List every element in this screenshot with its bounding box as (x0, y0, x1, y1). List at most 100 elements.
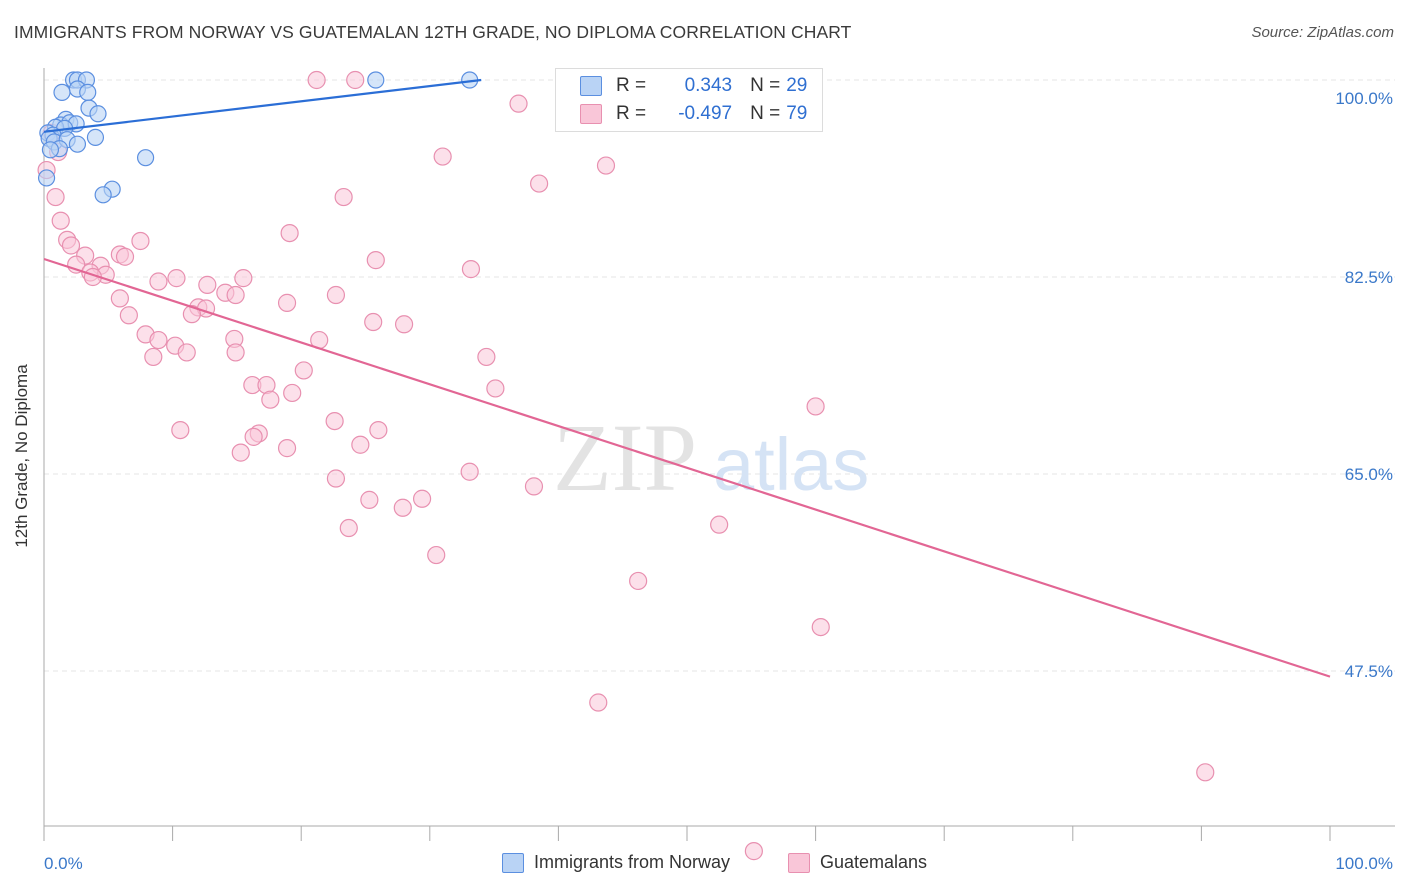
norway-point (41, 141, 60, 159)
guatemalans-point (427, 545, 446, 565)
guatemalans-point (629, 571, 648, 591)
legend-r-value: -0.497 (678, 103, 733, 124)
guatemalans-point (277, 439, 297, 458)
correlation-legend: R = 0.343 N = 29 R = -0.497 N = 79 (555, 68, 823, 132)
guatemalans-point (110, 289, 129, 308)
norway-point (68, 135, 87, 153)
legend-item-guatemalans[interactable]: Guatemalans (788, 852, 927, 873)
guatemalans-trend-line (43, 257, 1331, 678)
guatemalans-point (231, 443, 250, 462)
guatemalans-point (326, 285, 346, 305)
guatemalans-point (710, 515, 729, 534)
guatemalans-point (596, 156, 616, 175)
y-tick-label: 65.0% (1345, 465, 1393, 484)
norway-point (136, 149, 155, 167)
guatemalans-point (744, 842, 763, 861)
guatemalans-point (167, 269, 186, 288)
guatemalans-point (234, 269, 253, 288)
guatemalans-point (393, 498, 412, 517)
guatemalans-point (524, 477, 544, 496)
series-legend: Immigrants from Norway Guatemalans (0, 852, 1406, 878)
legend-swatch-guatemalans (788, 852, 810, 873)
guatemalans-point (433, 147, 452, 166)
norway-point (37, 169, 56, 187)
guatemalans-point (477, 347, 496, 367)
guatemalans-point (811, 617, 830, 637)
legend-r-label: R = (616, 75, 647, 96)
guatemalans-point (46, 187, 65, 207)
guatemalans-point (294, 361, 313, 380)
x-tick-label: 100.0% (1335, 854, 1393, 873)
guatemalans-point (334, 187, 353, 207)
norway-points (37, 71, 479, 204)
legend-item-norway[interactable]: Immigrants from Norway (502, 852, 730, 873)
trend-lines (43, 78, 1331, 678)
x-tick-label: 0.0% (44, 854, 83, 873)
chart-title: IMMIGRANTS FROM NORWAY VS GUATEMALAN 12T… (14, 22, 852, 42)
guatemalans-point (131, 231, 150, 251)
guatemalans-point (346, 70, 365, 90)
norway-point (86, 128, 105, 147)
norway-point (367, 71, 385, 89)
guatemalans-point (369, 420, 388, 440)
guatemalans-point (244, 427, 263, 446)
guatemalans-point (589, 693, 608, 712)
legend-n-value: 79 (786, 103, 808, 124)
guatemalans-point (412, 489, 432, 508)
tick-labels: 100.0% 82.5% 65.0% 47.5% 0.0% 100.0% (44, 89, 1393, 873)
legend-r-label: R = (616, 103, 647, 124)
guatemalans-point (283, 383, 302, 403)
guatemalans-point (277, 293, 297, 312)
norway-point (94, 186, 112, 204)
guatemalans-point (530, 174, 549, 193)
norway-trend-line (43, 78, 482, 133)
norway-point (53, 83, 71, 101)
legend-swatch-norway (502, 852, 524, 873)
guatemalans-point (461, 260, 481, 279)
guatemalans-point (149, 330, 168, 350)
guatemalans-point (460, 462, 479, 481)
legend-swatch-norway (580, 76, 602, 96)
guatemalans-point (280, 223, 299, 243)
norway-point (79, 83, 97, 101)
guatemalans-point (261, 390, 280, 409)
norway-point (89, 105, 107, 123)
guatemalans-point (486, 379, 505, 398)
guatemalans-point (61, 236, 81, 255)
watermark-atlas: atlas (713, 423, 869, 506)
guatemalans-point (509, 94, 528, 113)
legend-row-guatemalans: R = -0.497 N = 79 (580, 101, 807, 127)
legend-label-norway: Immigrants from Norway (534, 852, 731, 872)
guatemalans-point (325, 411, 344, 431)
guatemalans-point (339, 518, 358, 538)
guatemalans-point (144, 347, 163, 367)
guatemalans-point (119, 306, 138, 325)
guatemalans-point (307, 70, 326, 90)
y-tick-label: 47.5% (1345, 662, 1393, 681)
legend-label-guatemalans: Guatemalans (820, 852, 928, 872)
grid-layer (44, 79, 1395, 672)
guatemalans-point (351, 435, 370, 454)
guatemalans-point (360, 490, 379, 509)
guatemalans-point (326, 469, 346, 488)
legend-row-norway: R = 0.343 N = 29 (580, 73, 807, 99)
watermark: ZIP atlas (553, 404, 869, 511)
guatemalans-point (364, 312, 383, 332)
guatemalans-point (806, 397, 825, 416)
guatemalans-point (226, 343, 245, 362)
guatemalans-point (115, 247, 135, 266)
guatemalans-point (366, 251, 385, 270)
guatemalans-points (37, 70, 1215, 861)
legend-r-value: 0.343 (684, 75, 733, 96)
guatemalans-point (177, 343, 196, 362)
guatemalans-point (226, 285, 245, 305)
y-tick-label: 100.0% (1335, 89, 1393, 108)
guatemalans-point (198, 275, 217, 294)
legend-n-value: 29 (786, 75, 808, 96)
legend-swatch-guatemalans (580, 104, 602, 124)
legend-n-label: N = (750, 75, 781, 96)
legend-n-label: N = (750, 103, 781, 124)
source-credit: Source: ZipAtlas.com (1251, 24, 1394, 41)
guatemalans-point (171, 420, 190, 440)
